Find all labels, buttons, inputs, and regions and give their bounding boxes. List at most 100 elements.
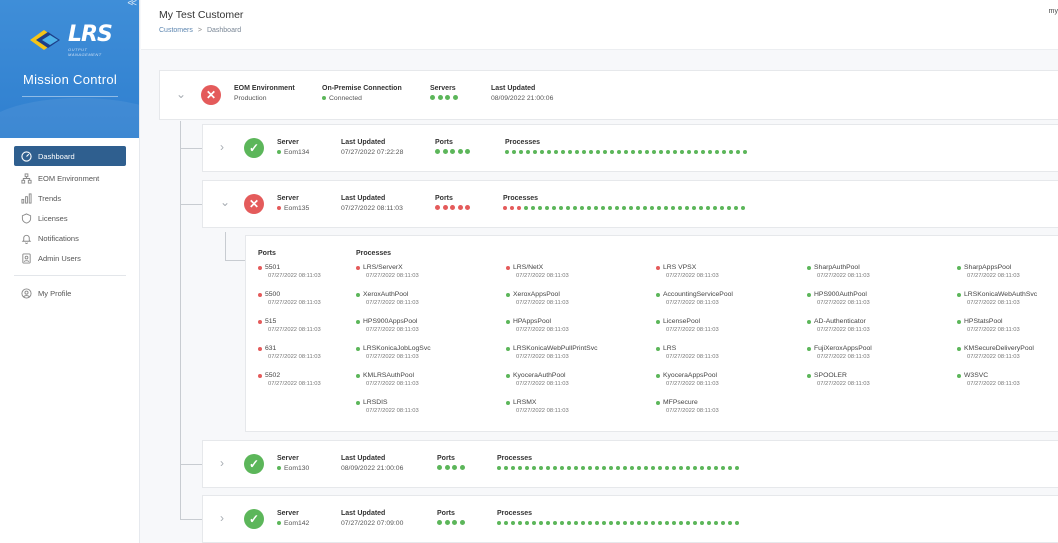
process-status-dot [735,466,739,470]
process-status-dot [741,206,745,210]
server-status-dot [277,466,281,470]
sidebar-item-admin-users[interactable]: Admin Users [14,248,126,268]
ports-status-dots [437,520,467,527]
process-status-dot [637,521,641,525]
status-list-item: XeroxAppsPool 07/27/2022 08:11:03 [506,291,656,306]
environment-card: ⌄ ✕ EOM Environment Production On-Premis… [159,70,1058,120]
breadcrumb-customers-link[interactable]: Customers [159,27,193,34]
port-status-dot [437,465,442,470]
port-status-dot [450,205,455,210]
server-card[interactable]: ⌄ ✕ Server Eom135 Last Updated 07/27/2022 08:… [202,180,1058,228]
sidebar-item-my-profile[interactable]: My Profile [14,283,126,303]
process-status-dot [594,206,598,210]
item-name: SharpAppsPool [957,264,1058,271]
ports-status-dots [435,205,473,212]
server-card[interactable]: › ✓ Server Eom142 Last Updated 07/27/2022 07:… [202,495,1058,543]
last-updated-value: 08/09/2022 21:00:06 [491,95,554,102]
server-detail-panel: Ports Processes 5501 07/27/2022 08:11:03 5… [245,235,1058,432]
connected-dot [322,96,326,100]
logo-subtext: OUTPUT MANAGEMENT [68,47,102,57]
server-status-dot [430,95,435,100]
item-timestamp: 07/27/2022 08:11:03 [268,381,321,387]
tree-line-branch [180,204,202,205]
process-status-dot [561,150,565,154]
item-timestamp: 07/27/2022 08:11:03 [268,327,321,333]
item-name: HPStatsPool [957,318,1058,325]
status-list-item: FujiXeroxAppsPool 07/27/2022 08:11:03 [807,345,957,360]
server-name: Eom130 [277,465,309,472]
process-status-dot [524,206,528,210]
process-status-dot [547,150,551,154]
status-list-item: HPS900AuthPool 07/27/2022 08:11:03 [807,291,957,306]
process-status-dot [706,206,710,210]
processes-field: Processes [503,195,748,212]
item-timestamp: 07/27/2022 08:11:03 [366,300,419,306]
process-status-dot [553,466,557,470]
sidebar-item-label: Dashboard [38,151,75,161]
chevron-down-icon[interactable]: ⌄ [220,195,231,209]
ports-label: Ports [435,139,453,146]
item-name: 5501 [258,264,408,271]
port-status-dot [450,149,455,154]
error-status-icon: ✕ [244,194,264,214]
tree-line-vertical [225,232,226,260]
process-status-dot [517,206,521,210]
logo-mark-icon [30,30,60,50]
item-timestamp: 07/27/2022 08:11:03 [516,273,569,279]
sidebar-item-dashboard[interactable]: Dashboard [14,146,126,166]
process-status-dot [728,466,732,470]
process-status-dot [685,206,689,210]
collapse-sidebar-button[interactable]: << [127,0,137,9]
item-timestamp: 07/27/2022 08:11:03 [967,354,1020,360]
sidebar-item-eom-environment[interactable]: EOM Environment [14,168,126,188]
sidebar-item-label: Admin Users [38,253,81,263]
sidebar-item-licenses[interactable]: Licenses [14,208,126,228]
processes-status-dots [503,205,748,212]
process-status-dot [539,521,543,525]
process-status-dot [546,521,550,525]
process-status-dot [722,150,726,154]
process-status-dot [601,206,605,210]
processes-field: Processes [497,510,742,527]
item-timestamp: 07/27/2022 08:11:03 [967,300,1020,306]
process-status-dot [554,150,558,154]
chevron-right-icon[interactable]: › [220,511,224,525]
item-timestamp: 07/27/2022 08:11:03 [268,273,321,279]
process-status-dot [721,466,725,470]
item-name: 5502 [258,372,408,379]
chevron-right-icon[interactable]: › [220,456,224,470]
item-name: SPOOLER [807,372,957,379]
user-menu[interactable]: my [1048,8,1058,15]
process-status-dot [560,466,564,470]
sidebar-item-notifications[interactable]: Notifications [14,228,126,248]
item-timestamp: 07/27/2022 08:11:03 [967,327,1020,333]
ports-field: Ports [435,139,473,156]
status-list-item: MFPsecure 07/27/2022 08:11:03 [656,399,806,414]
server-name-field: Server Eom134 [277,139,309,156]
item-status-dot [506,400,510,405]
item-name: LicensePool [656,318,806,325]
process-status-dot [686,521,690,525]
status-list-item: AD-Authenticator 07/27/2022 08:11:03 [807,318,957,333]
item-status-dot [957,292,961,297]
process-status-dot [671,206,675,210]
item-status-dot [258,346,262,351]
chevron-down-icon[interactable]: ⌄ [176,87,187,101]
network-icon [20,172,32,184]
user-icon [20,287,32,299]
environment-value: Production [234,95,267,102]
sidebar-item-trends[interactable]: Trends [14,188,126,208]
server-card[interactable]: › ✓ Server Eom130 Last Updated 08/09/2022 21:… [202,440,1058,488]
process-status-dot [552,206,556,210]
item-status-dot [258,373,262,378]
chevron-right-icon[interactable]: › [220,140,224,154]
process-status-dot [511,466,515,470]
item-timestamp: 07/27/2022 08:11:03 [516,354,569,360]
detail-processes-heading: Processes [356,250,392,257]
item-timestamp: 07/27/2022 08:11:03 [817,354,870,360]
process-status-dot [609,466,613,470]
server-card[interactable]: › ✓ Server Eom134 Last Updated 07/27/2022 07:… [202,124,1058,172]
port-status-dot [452,520,457,525]
process-status-dot [687,150,691,154]
process-status-dot [658,466,662,470]
